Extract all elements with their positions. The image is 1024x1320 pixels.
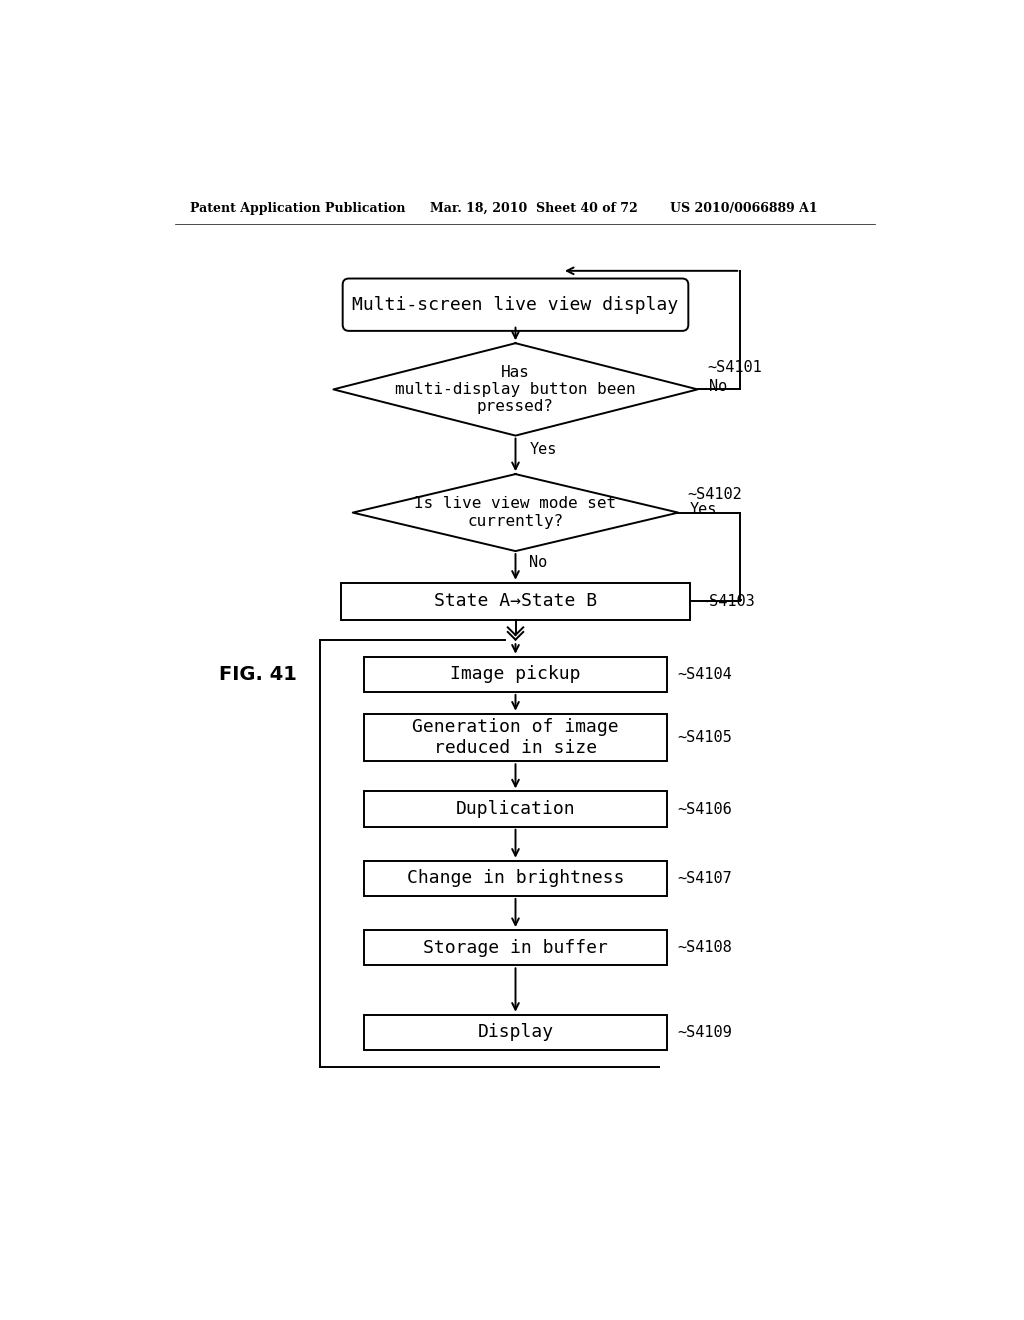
Text: Yes: Yes [529, 442, 557, 457]
Bar [365, 1015, 667, 1051]
Polygon shape [352, 474, 678, 552]
Text: Patent Application Publication: Patent Application Publication [190, 202, 406, 215]
Bar [365, 861, 667, 896]
Text: Change in brightness: Change in brightness [407, 870, 625, 887]
Text: FIG. 41: FIG. 41 [219, 665, 297, 684]
Text: Storage in buffer: Storage in buffer [423, 939, 608, 957]
Text: Is live view mode set
currently?: Is live view mode set currently? [415, 496, 616, 529]
Bar [365, 656, 667, 692]
Text: Has
multi-display button been
pressed?: Has multi-display button been pressed? [395, 364, 636, 414]
Text: ~S4108: ~S4108 [678, 940, 732, 956]
Text: Mar. 18, 2010  Sheet 40 of 72: Mar. 18, 2010 Sheet 40 of 72 [430, 202, 638, 215]
Text: Image pickup: Image pickup [451, 665, 581, 684]
Text: ~S4101: ~S4101 [707, 360, 762, 375]
Text: US 2010/0066889 A1: US 2010/0066889 A1 [671, 202, 818, 215]
Text: State A→State B: State A→State B [434, 593, 597, 610]
Text: Multi-screen live view display: Multi-screen live view display [352, 296, 679, 314]
Text: ~S4106: ~S4106 [678, 801, 732, 817]
Text: ~S4104: ~S4104 [678, 667, 732, 682]
Bar [341, 582, 690, 619]
Bar [365, 792, 667, 826]
Text: ~S4103: ~S4103 [700, 594, 756, 609]
Text: ~S4102: ~S4102 [687, 487, 742, 502]
Text: Generation of image
reduced in size: Generation of image reduced in size [413, 718, 618, 756]
Text: Display: Display [477, 1023, 554, 1041]
Bar [365, 929, 667, 965]
Text: ~S4109: ~S4109 [678, 1024, 732, 1040]
FancyBboxPatch shape [343, 279, 688, 331]
Bar [365, 714, 667, 762]
Text: ~S4107: ~S4107 [678, 871, 732, 886]
Text: Duplication: Duplication [456, 800, 575, 818]
Text: No: No [529, 554, 548, 570]
Text: Yes: Yes [690, 502, 717, 517]
Polygon shape [334, 343, 697, 436]
Text: ~S4105: ~S4105 [678, 730, 732, 744]
Text: No: No [710, 379, 727, 393]
